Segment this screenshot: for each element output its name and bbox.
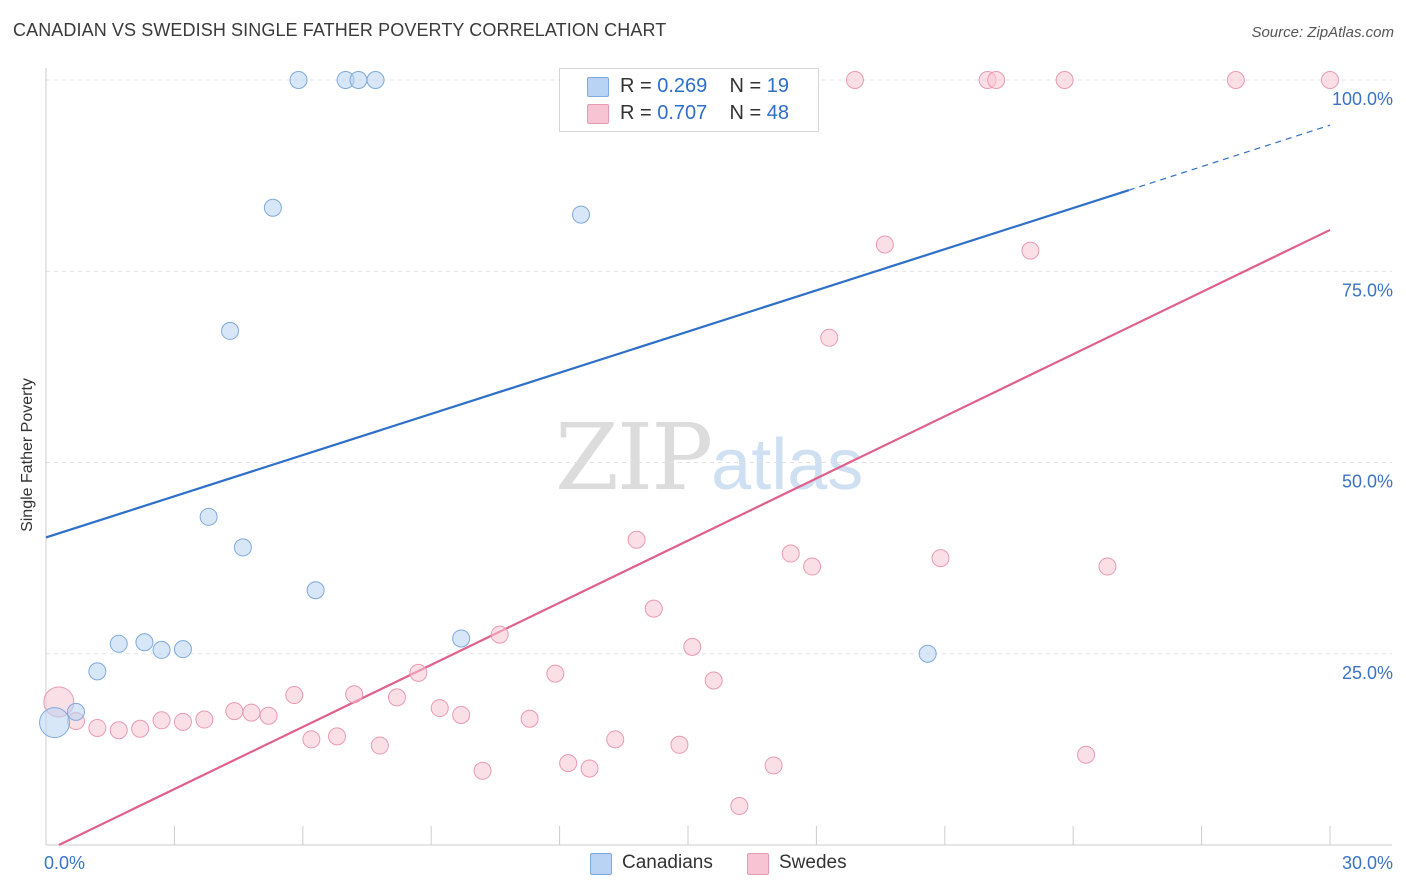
swedes-legend-label: Swedes [779,852,847,873]
point-swedes [430,699,449,718]
point-swedes [490,625,509,644]
point-canadians [109,634,128,653]
point-swedes [987,71,1006,89]
point-swedes [1055,71,1074,89]
point-swedes [704,671,723,690]
point-swedes [259,706,278,725]
point-swedes [387,688,406,707]
canadians-swatch [587,77,609,97]
point-swedes [195,710,214,729]
point-swedes [345,685,364,704]
point-swedes [173,712,192,731]
y-axis-label: Single Father Poverty [19,378,36,532]
point-swedes [644,599,663,618]
point-swedes [764,756,783,775]
x-tick-label: 30.0% [1342,853,1393,873]
point-swedes [559,754,578,773]
point-swedes [88,718,107,737]
point-swedes [225,702,244,721]
point-canadians [199,507,218,526]
point-canadians [306,581,325,600]
point-swedes [109,721,128,740]
swedes-swatch [587,104,609,124]
point-swedes [627,530,646,549]
point-canadians [366,71,385,89]
point-canadians [918,644,937,663]
canadians-legend-label: Canadians [622,852,713,873]
point-swedes [452,705,471,724]
data-points [39,71,1339,815]
grid-lines [46,79,1392,655]
point-canadians [152,640,171,659]
trend-line-swedes [58,228,1331,846]
point-canadians [233,538,252,557]
point-swedes [670,735,689,754]
point-canadians [289,71,308,89]
point-canadians [263,198,282,217]
point-swedes [1098,557,1117,576]
canadians-legend-swatch [590,853,612,875]
point-swedes [606,730,625,749]
x-tick-label: 0.0% [44,853,85,873]
point-swedes [285,686,304,705]
point-swedes [875,235,894,254]
point-swedes [131,719,150,738]
y-tick-label: 50.0% [1342,472,1393,492]
axes [45,68,1392,846]
point-canadians [66,702,85,721]
legend-text-canadians: R = 0.269 N = 19 [620,75,790,97]
trend-line-canadians [45,189,1130,539]
legend-text-swedes: R = 0.707 N = 48 [620,102,790,124]
point-canadians [173,640,192,659]
point-swedes [328,727,347,746]
tick-labels: 25.0% 50.0% 75.0% 100.0% 0.0% 30.0% [44,89,1393,873]
point-canadians [349,71,368,89]
point-swedes [242,703,261,722]
point-swedes [1321,71,1339,89]
watermark: ZIPatlas [555,404,863,511]
point-swedes [1226,71,1245,89]
point-canadians [88,662,107,681]
y-tick-label: 100.0% [1332,89,1393,109]
point-swedes [546,664,565,683]
correlation-legend: R = 0.269 N = 19 R = 0.707 N = 48 [559,68,819,132]
point-canadians [572,205,590,224]
point-swedes [683,637,702,656]
point-canadians [39,707,71,739]
point-swedes [152,711,171,730]
point-swedes [931,549,950,568]
point-swedes [473,761,492,780]
trend-extension-canadians [1128,124,1331,191]
point-canadians [135,633,154,652]
chart-source: Source: ZipAtlas.com [1251,24,1394,41]
point-canadians [452,629,471,648]
trend-lines [45,124,1331,846]
point-swedes [1077,745,1096,764]
watermark-zip: ZIP [555,404,713,511]
point-swedes [820,328,839,347]
point-swedes [302,730,321,749]
point-canadians [221,321,240,340]
swedes-legend-swatch [747,853,769,875]
point-swedes [409,663,428,682]
point-swedes [845,71,864,89]
point-swedes [370,736,389,755]
point-swedes [730,796,749,815]
chart-title: CANADIAN VS SWEDISH SINGLE FATHER POVERT… [13,20,667,40]
point-swedes [520,709,539,728]
point-swedes [803,557,822,576]
point-swedes [781,544,800,563]
y-tick-label: 25.0% [1342,663,1393,683]
point-swedes [1021,241,1040,260]
point-swedes [580,759,599,778]
y-tick-label: 75.0% [1342,280,1393,300]
